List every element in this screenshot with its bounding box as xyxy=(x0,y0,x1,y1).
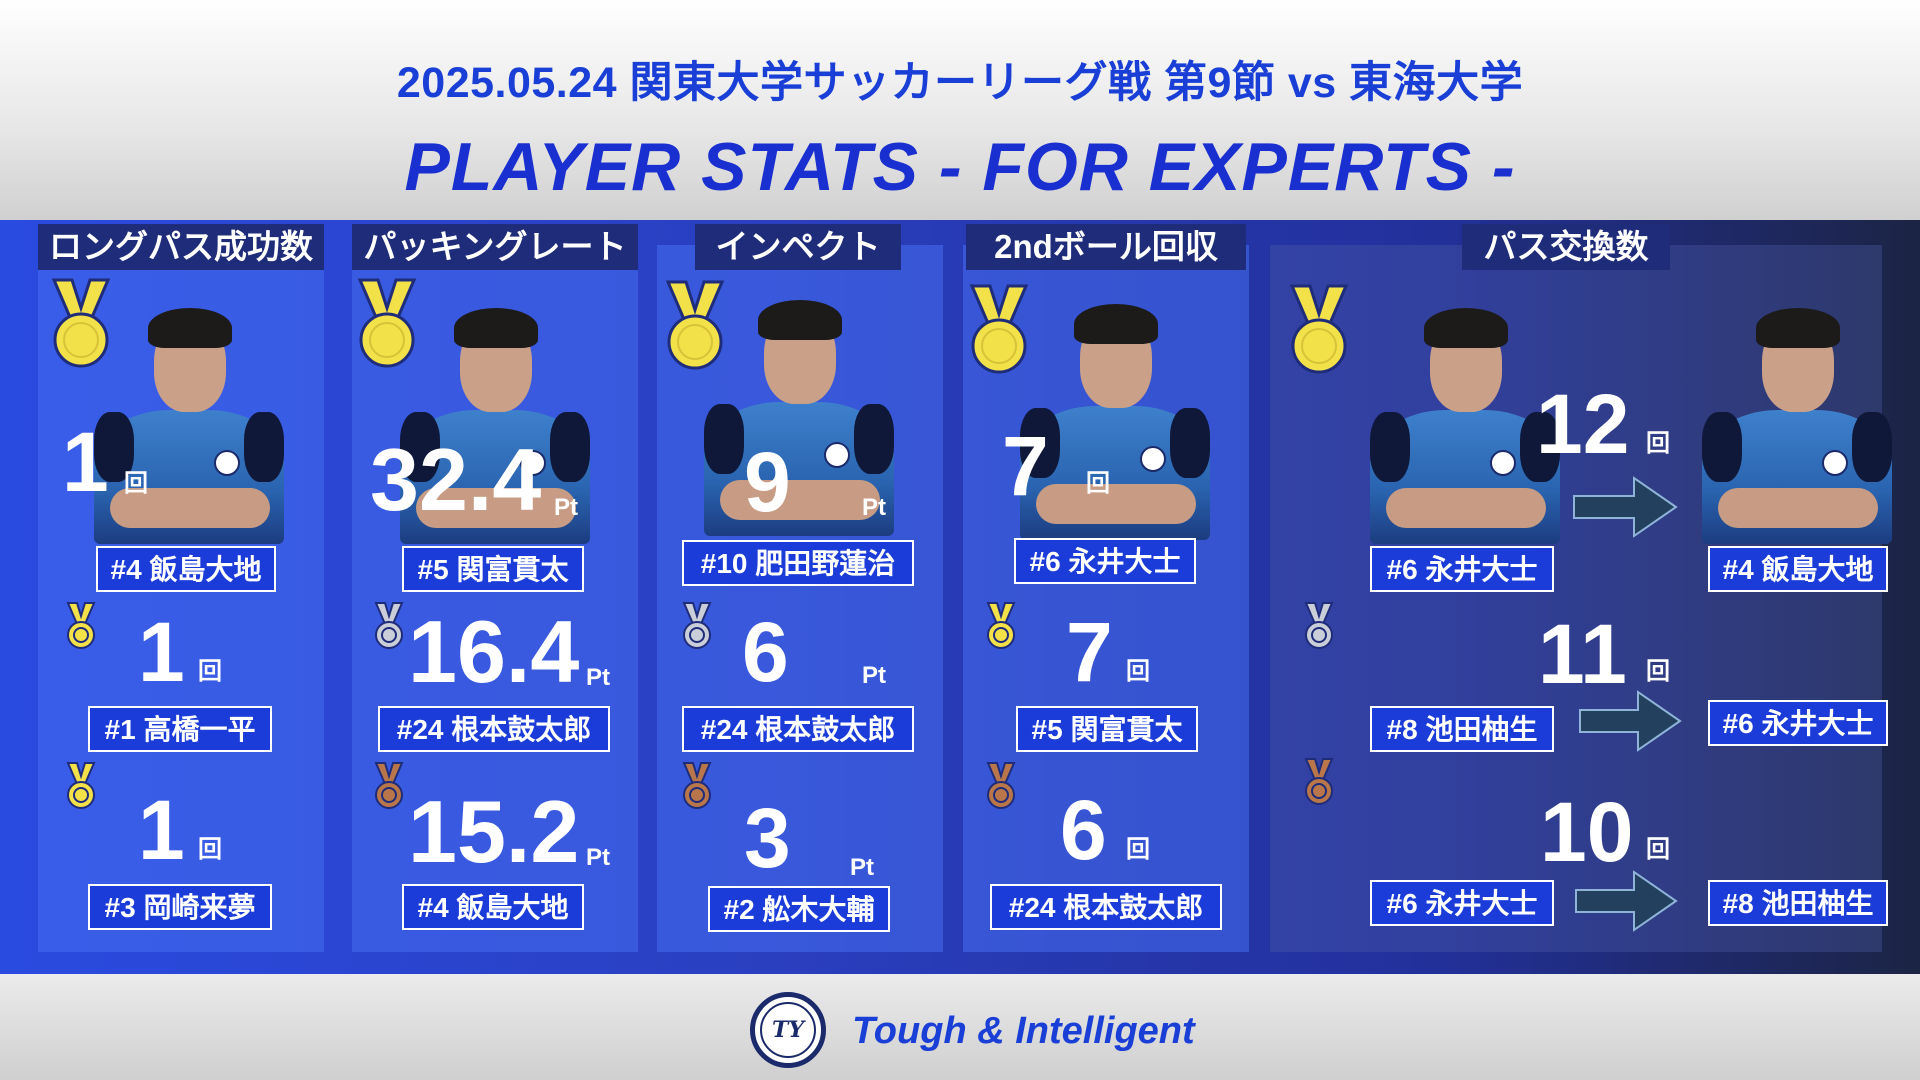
player-photo xyxy=(1370,300,1560,544)
bronze-medal-icon xyxy=(986,762,1016,810)
stat-unit: Pt xyxy=(850,854,874,881)
player-photo xyxy=(1020,296,1210,540)
slogan: Tough & Intelligent xyxy=(852,1010,1195,1052)
gold-medal-icon xyxy=(50,278,112,370)
university-emblem-icon: TY xyxy=(750,992,826,1068)
gold-medal-icon xyxy=(356,278,418,370)
player-name-label: #5 関富貫太 xyxy=(1016,706,1198,752)
stat-unit: Pt xyxy=(862,662,886,689)
stat-value: 1 xyxy=(138,605,185,699)
footer-area xyxy=(0,974,1920,1080)
player-name-label: #24 根本鼓太郎 xyxy=(990,884,1222,930)
stat-unit: 回 xyxy=(198,658,222,685)
stat-value: 1 xyxy=(62,415,109,509)
pass-to-label: #4 飯島大地 xyxy=(1708,546,1888,592)
stat-unit: Pt xyxy=(554,494,578,521)
player-photo xyxy=(94,300,284,544)
pass-arrow-icon xyxy=(1578,690,1682,752)
player-name-label: #6 永井大士 xyxy=(1014,538,1196,584)
stat-unit: Pt xyxy=(586,664,610,691)
player-name-label: #4 飯島大地 xyxy=(402,884,584,930)
player-photo xyxy=(1702,300,1892,544)
pass-arrow-icon xyxy=(1574,870,1678,932)
stat-value: 7 xyxy=(1002,419,1049,513)
category-label-long-pass: ロングパス成功数 xyxy=(38,224,324,270)
stat-value: 7 xyxy=(1066,605,1113,699)
player-name-label: #2 舩木大輔 xyxy=(708,886,890,932)
gold-medal-icon xyxy=(1288,284,1350,376)
player-name-label: #4 飯島大地 xyxy=(96,546,276,592)
stat-value: 12 xyxy=(1536,377,1630,471)
stat-value: 15.2 xyxy=(408,782,580,881)
second-place-medal-icon xyxy=(986,602,1016,650)
stat-value: 1 xyxy=(138,783,185,877)
player-photo xyxy=(704,292,894,536)
bronze-medal-icon xyxy=(374,762,404,810)
stat-value: 32.4 xyxy=(370,430,542,529)
pass-from-label: #6 永井大士 xyxy=(1370,880,1554,926)
stat-unit: 回 xyxy=(1646,836,1670,863)
bronze-medal-icon xyxy=(682,762,712,810)
second-place-medal-icon xyxy=(66,602,96,650)
stat-unit: 回 xyxy=(198,836,222,863)
pass-from-label: #6 永井大士 xyxy=(1370,546,1554,592)
gold-medal-icon xyxy=(664,280,726,372)
pass-to-label: #8 池田柚生 xyxy=(1708,880,1888,926)
category-label-impect: インペクト xyxy=(695,224,901,270)
stat-unit: 回 xyxy=(1126,658,1150,685)
silver-medal-icon xyxy=(374,602,404,650)
stat-value: 9 xyxy=(744,435,791,529)
stat-value: 6 xyxy=(1060,783,1107,877)
player-name-label: #5 関富貫太 xyxy=(402,546,584,592)
stat-value: 11 xyxy=(1538,607,1627,701)
stat-unit: Pt xyxy=(586,844,610,871)
third-place-medal-icon xyxy=(66,762,96,810)
match-subtitle: 2025.05.24 関東大学サッカーリーグ戦 第9節 vs 東海大学 xyxy=(396,59,1524,107)
stat-unit: 回 xyxy=(1126,836,1150,863)
player-photo xyxy=(400,300,590,544)
gold-medal-icon xyxy=(968,284,1030,376)
pass-to-label: #6 永井大士 xyxy=(1708,700,1888,746)
stat-unit: 回 xyxy=(124,470,148,497)
stat-value: 3 xyxy=(744,791,791,885)
emblem-letters: TY xyxy=(760,1002,816,1058)
player-name-label: #3 岡崎来夢 xyxy=(88,884,272,930)
stat-value: 6 xyxy=(742,605,789,699)
stat-value: 16.4 xyxy=(408,602,580,701)
player-name-label: #10 肥田野蓮治 xyxy=(682,540,914,586)
category-label-pass-exchange: パス交換数 xyxy=(1462,224,1670,270)
bronze-medal-icon xyxy=(1304,758,1334,806)
stat-unit: Pt xyxy=(862,494,886,521)
stat-value: 10 xyxy=(1540,785,1634,879)
silver-medal-icon xyxy=(1304,602,1334,650)
pass-from-label: #8 池田柚生 xyxy=(1370,706,1554,752)
header-area xyxy=(0,0,1920,220)
player-name-label: #1 高橋一平 xyxy=(88,706,272,752)
stat-unit: 回 xyxy=(1086,470,1110,497)
stat-unit: 回 xyxy=(1646,658,1670,685)
page-title: PLAYER STATS - FOR EXPERTS - xyxy=(404,129,1516,205)
player-name-label: #24 根本鼓太郎 xyxy=(682,706,914,752)
pass-arrow-icon xyxy=(1572,476,1678,538)
category-label-packing-rate: パッキングレート xyxy=(352,224,638,270)
stat-unit: 回 xyxy=(1646,430,1670,457)
category-label-second-ball: 2ndボール回収 xyxy=(966,224,1246,270)
silver-medal-icon xyxy=(682,602,712,650)
player-name-label: #24 根本鼓太郎 xyxy=(378,706,610,752)
